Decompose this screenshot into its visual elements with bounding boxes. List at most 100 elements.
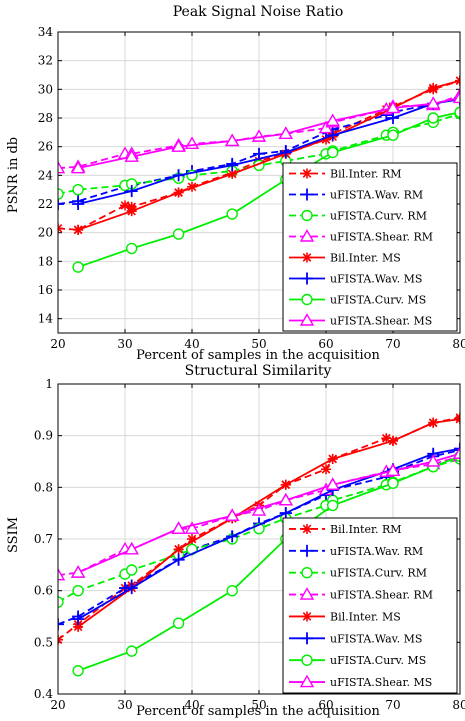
x-tick-label: 70 [385,337,400,351]
data-point [226,208,238,220]
data-point [125,564,138,576]
y-tick-label: 22 [38,197,53,211]
legend-entry: Bil.Inter. MS [289,610,401,623]
psnr-chart: Peak Signal Noise Ratio PSNR in db Perce… [6,4,465,363]
legend-marker [301,632,313,645]
data-point [454,106,460,118]
x-tick-label: 80 [452,337,465,351]
data-point [385,100,401,114]
y-tick-label: 32 [38,54,53,68]
legend-entry: uFISTA.Shear. MS [289,313,432,328]
data-point [58,223,63,234]
x-tick-label: 60 [318,337,333,351]
legend-entry: uFISTA.Wav. MS [289,632,422,645]
x-tick-label: 70 [385,698,400,712]
data-point [251,503,267,516]
data-point [387,477,399,489]
y-tick-label: 0.4 [34,687,53,701]
x-tick-label: 30 [117,698,132,712]
legend-entry: uFISTA.Curv. MS [289,294,426,307]
legend-marker [301,188,313,201]
legend-label: uFISTA.Wav. MS [330,632,422,645]
data-point [126,206,137,217]
y-tick-label: 14 [38,312,54,326]
legend-label: Bil.Inter. RM [330,168,402,181]
legend-marker [302,168,312,179]
data-point [72,584,84,597]
data-point [428,417,439,428]
data-point [125,645,138,657]
data-point [124,149,139,162]
legend-label: uFISTA.Shear. RM [330,589,433,602]
data-point [58,596,64,608]
data-point [72,183,84,196]
legend-entry: uFISTA.Curv. RM [289,567,427,580]
data-point [427,112,439,124]
y-axis-label: SSIM [6,517,21,553]
data-point [321,464,331,475]
y-tick-label: 0.7 [34,532,53,546]
legend-label: uFISTA.Wav. RM [330,189,423,202]
x-tick-label: 40 [184,698,199,712]
data-point [385,463,401,476]
data-point [58,618,64,631]
data-point [280,479,291,490]
data-point [172,228,185,240]
data-point [226,530,239,543]
x-axis-label: Percent of samples in the acquisition [136,348,380,363]
data-point [70,565,86,578]
data-point [58,198,64,210]
y-tick-label: 18 [38,254,53,268]
data-point [58,567,66,581]
data-point [327,499,339,512]
data-point [172,617,185,629]
chart-title: Peak Signal Noise Ratio [173,4,344,20]
data-point [278,492,294,506]
data-point [72,613,85,626]
data-point [58,634,63,645]
legend: Bil.Inter. RM uFISTA.Wav. RM uFISTA.Curv. … [282,517,458,694]
data-point [172,553,185,566]
data-point [455,414,460,425]
x-tick-label: 30 [117,337,132,351]
data-point [253,147,265,160]
ssim-chart: Structural Similarity SSIM Percent of sa… [6,363,465,719]
data-point [70,160,86,174]
x-tick-label: 20 [50,337,65,351]
data-point [226,159,239,172]
legend-label: uFISTA.Wav. MS [330,273,422,286]
data-point [425,454,441,467]
x-tick-label: 20 [50,698,65,712]
data-point [171,139,186,152]
legend-entry: uFISTA.Wav. MS [289,272,422,286]
x-tick-label: 50 [251,698,266,712]
y-tick-label: 0.6 [34,584,53,598]
data-point [279,146,292,159]
data-point [455,75,460,86]
data-point [58,160,66,174]
legend-entry: uFISTA.Curv. MS [289,654,426,667]
legend-label: Bil.Inter. MS [330,252,401,265]
y-tick-label: 20 [38,226,53,240]
data-point [428,82,439,93]
legend-entry: uFISTA.Shear. MS [289,674,432,689]
legend-marker [301,544,313,557]
series-ufista-shear-ms [70,90,460,174]
chart-title: Structural Similarity [185,363,332,379]
legend-box [282,162,458,332]
series-ufista-shear-ms [70,446,460,578]
legend-marker [301,293,313,306]
data-point [326,129,339,142]
legend-entry: uFISTA.Wav. RM [289,188,423,202]
y-tick-label: 0.8 [34,480,53,494]
data-point [388,435,398,446]
legend-label: uFISTA.Curv. RM [330,567,427,580]
legend-label: uFISTA.Shear. RM [330,231,433,244]
data-point [173,544,184,555]
legend-marker [302,523,312,534]
legend-label: Bil.Inter. MS [330,610,401,623]
legend-marker [301,654,313,666]
legend-label: Bil.Inter. RM [330,523,402,536]
x-axis-label: Percent of samples in the acquisition [136,704,380,719]
data-point [72,665,84,677]
